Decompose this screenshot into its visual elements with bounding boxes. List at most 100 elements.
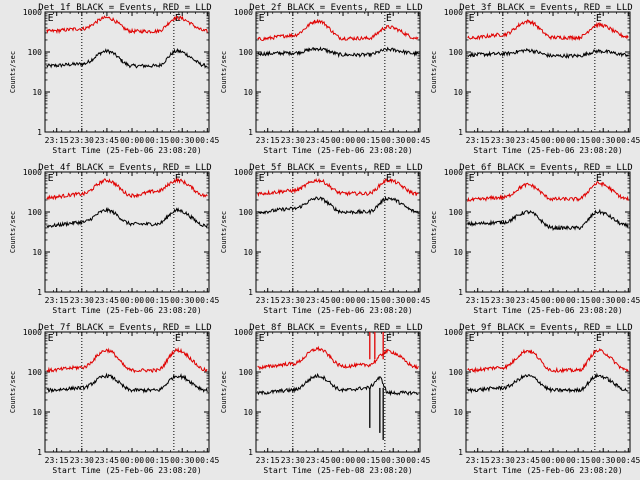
y-axis-label: Counts/sec [430, 211, 438, 253]
chart-title: Det 4f BLACK = Events, RED = LLD [38, 163, 211, 173]
y-tick-label: 100 [239, 48, 254, 57]
chart-title: Det 6f BLACK = Events, RED = LLD [459, 163, 632, 173]
event-marker-label: E [175, 333, 181, 344]
chart-panel-3: Det 3f BLACK = Events, RED = LLD 1 10 100 10… [430, 3, 640, 155]
x-tick-label: 00:15 [356, 296, 380, 305]
events-series-line [467, 372, 629, 394]
events-series-line [46, 207, 208, 229]
y-tick-label: 1000 [234, 168, 253, 177]
x-tick-label: 23:30 [491, 456, 515, 465]
plot-frame [465, 171, 631, 293]
chart-title: Det 5f BLACK = Events, RED = LLD [249, 163, 422, 173]
y-tick-label: 1000 [23, 8, 42, 17]
event-marker-label: E [48, 333, 54, 344]
y-tick-label: 10 [453, 88, 463, 97]
x-tick-label: 00:15 [566, 456, 590, 465]
x-tick-label: 23:45 [306, 136, 330, 145]
x-tick-label: 23:15 [45, 136, 69, 145]
y-axis-label: Counts/sec [430, 371, 438, 413]
y-tick-label: 10 [243, 248, 253, 257]
lld-series-line [467, 348, 629, 374]
x-axis-label: Start Time (25-Feb-06 23:08:20) [52, 146, 201, 155]
x-tick-label: 23:15 [256, 136, 280, 145]
event-marker-label: E [469, 13, 475, 24]
x-tick-label: 00:30 [591, 456, 615, 465]
event-marker-label: E [259, 173, 265, 184]
y-tick-label: 10 [243, 88, 253, 97]
x-tick-label: 00:15 [356, 136, 380, 145]
x-tick-label: 23:45 [516, 136, 540, 145]
y-tick-label: 1 [37, 128, 42, 137]
x-tick-label: 00:00 [120, 456, 144, 465]
x-tick-label: 00:00 [331, 456, 355, 465]
y-tick-label: 10 [453, 408, 463, 417]
y-tick-label: 1 [458, 288, 463, 297]
x-tick-label: 00:45 [616, 296, 640, 305]
y-axis-label: Counts/sec [430, 51, 438, 93]
lld-series-line [46, 177, 208, 201]
x-tick-label: 00:30 [381, 136, 405, 145]
x-tick-label: 00:30 [170, 456, 194, 465]
x-tick-label: 23:15 [256, 296, 280, 305]
y-axis-label: Counts/sec [220, 371, 228, 413]
lld-series-line [46, 15, 208, 35]
x-tick-label: 00:30 [381, 456, 405, 465]
y-tick-label: 100 [28, 208, 43, 217]
x-tick-label: 00:00 [541, 456, 565, 465]
x-axis-label: Start Time (25-Feb-06 23:08:20) [52, 466, 201, 475]
x-tick-label: 23:45 [516, 296, 540, 305]
plot-frame [44, 331, 210, 453]
x-tick-label: 00:45 [195, 136, 219, 145]
chart-panel-4: Det 4f BLACK = Events, RED = LLD 1 10 100 10… [9, 163, 220, 315]
x-tick-label: 23:30 [281, 456, 305, 465]
y-tick-label: 100 [239, 368, 254, 377]
y-axis-label: Counts/sec [220, 51, 228, 93]
y-axis-label: Counts/sec [9, 211, 17, 253]
x-tick-label: 23:15 [466, 456, 490, 465]
event-marker-label: E [386, 333, 392, 344]
y-tick-label: 10 [32, 248, 42, 257]
events-series-line [257, 372, 419, 397]
x-tick-label: 23:30 [70, 136, 94, 145]
x-tick-label: 00:00 [331, 296, 355, 305]
x-tick-label: 00:15 [566, 296, 590, 305]
chart-title: Det 2f BLACK = Events, RED = LLD [249, 3, 422, 13]
plot-frame [255, 331, 421, 453]
plot-frame [465, 11, 631, 133]
x-tick-label: 00:45 [616, 136, 640, 145]
y-tick-label: 1000 [234, 328, 253, 337]
x-tick-label: 00:45 [195, 456, 219, 465]
lld-series-line [467, 181, 629, 202]
event-marker-label: E [596, 333, 602, 344]
x-tick-label: 23:30 [70, 456, 94, 465]
y-tick-label: 100 [239, 208, 254, 217]
x-tick-label: 00:30 [591, 136, 615, 145]
lld-series-line [257, 345, 419, 371]
x-tick-label: 23:45 [306, 296, 330, 305]
x-axis-label: Start Time (25-Feb-08 23:08:20) [263, 466, 412, 475]
event-marker-label: E [469, 333, 475, 344]
y-tick-label: 100 [28, 368, 43, 377]
event-marker-label: E [48, 173, 54, 184]
events-series-line [257, 46, 419, 59]
y-tick-label: 1000 [444, 168, 463, 177]
y-axis-label: Counts/sec [9, 371, 17, 413]
y-tick-label: 10 [32, 408, 42, 417]
y-tick-label: 100 [449, 48, 464, 57]
chart-title: Det 9f BLACK = Events, RED = LLD [459, 323, 632, 333]
x-axis-label: Start Time (25-Feb-06 23:08:20) [263, 306, 412, 315]
x-tick-label: 00:15 [145, 296, 169, 305]
x-tick-label: 23:15 [256, 456, 280, 465]
x-tick-label: 00:45 [406, 136, 430, 145]
y-tick-label: 10 [243, 408, 253, 417]
x-tick-label: 00:30 [170, 136, 194, 145]
y-tick-label: 1000 [234, 8, 253, 17]
chart-title: Det 1f BLACK = Events, RED = LLD [38, 3, 211, 13]
x-tick-label: 00:45 [195, 296, 219, 305]
x-tick-label: 23:30 [281, 296, 305, 305]
x-tick-label: 00:15 [566, 136, 590, 145]
x-axis-label: Start Time (25-Feb-06 23:08:20) [52, 306, 201, 315]
x-tick-label: 23:45 [95, 136, 119, 145]
events-series-line [46, 47, 208, 69]
